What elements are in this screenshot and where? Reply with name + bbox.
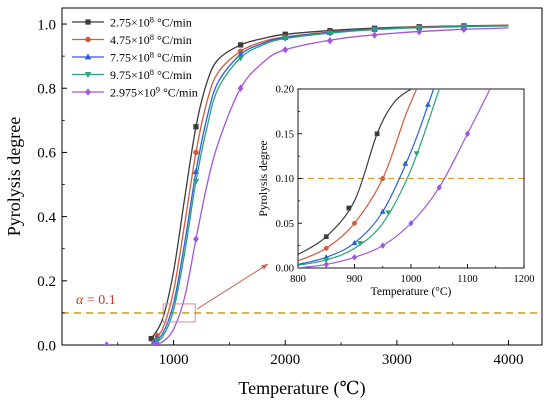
y-tick-label: 0.4 (37, 210, 56, 226)
axes-frame (61, 7, 543, 346)
series-marker-4 (357, 241, 364, 247)
series-marker-3 (351, 239, 358, 246)
series-marker-1 (237, 42, 244, 48)
alpha-annotation: α = 0.1 (76, 293, 116, 308)
legend-item: 2.75×108 °C/min (72, 15, 192, 30)
series-marker-1 (346, 205, 352, 211)
y-axis-title: Pyrolysis degree (4, 117, 24, 236)
series-marker-3 (402, 160, 409, 166)
legend-marker (85, 88, 91, 96)
zoom-region-box (162, 303, 196, 323)
series-marker-5 (408, 219, 414, 227)
series-marker-4 (237, 55, 244, 62)
y-tick-label: 0.20 (276, 85, 294, 96)
legend-item: 9.75×108 °C/min (72, 68, 192, 83)
y-tick-label: 0.2 (37, 274, 56, 290)
x-tick-label: 1100 (457, 274, 478, 285)
legend-marker (85, 19, 91, 25)
series-marker-4 (413, 151, 420, 157)
legend-item: 2.975×109 °C/min (72, 85, 198, 100)
series-marker-5 (416, 27, 423, 36)
series-line-5 (298, 89, 491, 268)
series-marker-5 (436, 184, 442, 191)
legend-marker (84, 72, 92, 79)
series-marker-5 (380, 242, 386, 249)
legend-label: 2.975×109 °C/min (110, 85, 198, 100)
series-marker-5 (103, 341, 110, 345)
legend-item: 7.75×108 °C/min (72, 50, 192, 65)
series-marker-4 (385, 210, 392, 216)
x-tick-label: 1000 (401, 274, 422, 285)
y-tick-label: 0.05 (276, 219, 294, 230)
series-marker-2 (352, 220, 357, 226)
series-marker-5 (323, 261, 329, 268)
legend-label: 4.75×108 °C/min (110, 33, 192, 48)
legend-item: 4.75×108 °C/min (72, 33, 192, 48)
y-tick-label: 0.6 (37, 146, 56, 162)
x-tick-label: 900 (347, 274, 363, 285)
series-marker-4 (281, 36, 289, 43)
x-tick-label: 800 (290, 274, 306, 285)
series-marker-5 (326, 36, 333, 45)
series-marker-5 (460, 25, 467, 34)
series-marker-5 (282, 45, 289, 54)
zoom-arrow (196, 263, 269, 310)
series-layer (103, 22, 509, 345)
series-line-4 (150, 25, 509, 345)
series-line-5 (151, 27, 509, 345)
x-tick-label: 2000 (270, 352, 300, 368)
inset-chart: 800 900 1000 1100 1200 0.00 0.05 0.10 0.15 0.20 Te… (258, 85, 535, 298)
y-axis-title: Pyrolysis degree (258, 140, 270, 216)
series-marker-2 (380, 176, 386, 181)
y-tick-label: 0.10 (276, 174, 294, 185)
y-tick-label: 0.00 (276, 264, 294, 275)
series-marker-3 (379, 208, 386, 214)
x-axis-title: Temperature (℃) (238, 378, 365, 399)
series-marker-4 (323, 257, 330, 264)
series-marker-5 (351, 253, 358, 261)
series-marker-2 (323, 245, 329, 251)
series-marker-4 (326, 30, 334, 37)
series-layer (298, 89, 491, 268)
legend: 2.75×108 °C/min 4.75×108 °C/min 7.75×108 °… (72, 15, 198, 100)
series-marker-4 (192, 178, 200, 185)
x-tick-label: 3000 (382, 352, 412, 368)
y-tick-label: 0.15 (276, 129, 294, 140)
series-marker-1 (323, 234, 329, 240)
series-marker-5 (371, 31, 378, 39)
series-marker-1 (374, 131, 380, 137)
legend-label: 2.75×108 °C/min (110, 15, 192, 30)
series-marker-2 (193, 149, 199, 156)
x-tick-label: 4000 (494, 352, 524, 368)
x-tick-label: 1200 (514, 274, 535, 285)
series-marker-5 (153, 339, 160, 345)
legend-marker (85, 36, 91, 43)
series-marker-5 (237, 84, 244, 93)
legend-marker (84, 53, 92, 60)
y-tick-label: 0.8 (37, 81, 56, 97)
x-tick-label: 1000 (159, 352, 189, 368)
legend-label: 9.75×108 °C/min (110, 68, 192, 83)
y-tick-label: 0.0 (37, 338, 56, 354)
series-marker-4 (371, 27, 378, 34)
series-line-1 (150, 24, 509, 339)
series-marker-5 (192, 235, 199, 243)
legend-label: 7.75×108 °C/min (110, 50, 192, 65)
series-marker-1 (193, 124, 199, 130)
y-tick-label: 1.0 (37, 17, 56, 33)
x-axis-title: Temperature (°C) (371, 286, 452, 298)
series-marker-3 (425, 101, 431, 107)
series-marker-5 (464, 130, 471, 138)
